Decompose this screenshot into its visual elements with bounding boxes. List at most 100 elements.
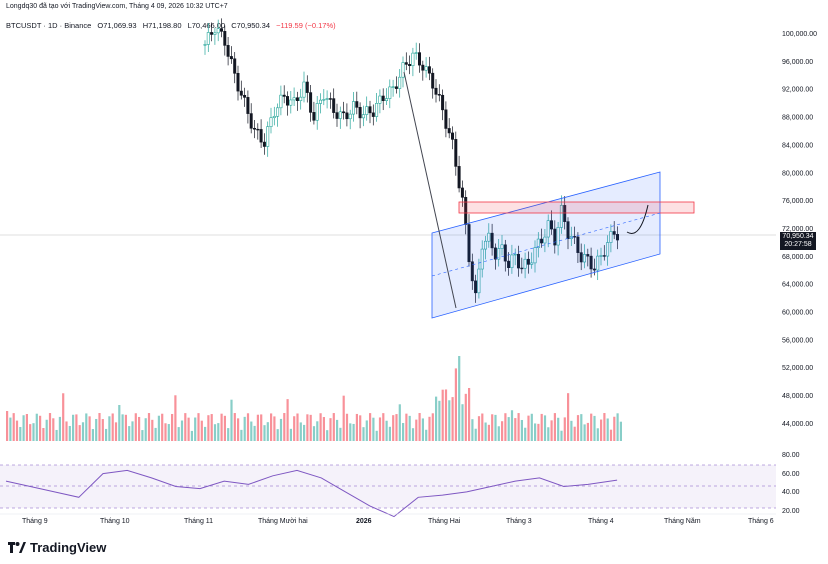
candle-body (477, 268, 481, 294)
volume-bar (557, 417, 560, 441)
price-axis-label: 76,000.00 (782, 198, 813, 205)
candle-body (579, 252, 583, 263)
volume-bar (563, 417, 566, 441)
projection-curve[interactable] (626, 204, 649, 234)
volume-bar (15, 420, 19, 441)
volume-bar (227, 428, 230, 441)
time-axis-label: Tháng 6 (748, 518, 774, 525)
volume-bar (590, 413, 593, 441)
price-axis-label: 80,000.00 (782, 170, 813, 177)
candle-body (259, 129, 263, 143)
volume-bar (12, 413, 15, 441)
volume-bar (359, 415, 362, 441)
candle-body (556, 227, 560, 246)
volume-bar (425, 429, 428, 441)
volume-bar (161, 413, 164, 441)
price-axis-label: 84,000.00 (782, 142, 813, 149)
tradingview-icon (8, 542, 26, 553)
volume-bar (55, 429, 58, 441)
volume-bar (91, 429, 94, 441)
candle-body (394, 86, 398, 89)
symbol-name[interactable]: BTCUSDT · 1D · Binance (6, 21, 92, 30)
candle-body (213, 32, 217, 35)
volume-bar (543, 415, 547, 441)
volume-bar (507, 417, 510, 441)
candle-body (391, 86, 395, 88)
candle-body (365, 106, 369, 115)
price-axis-label: 92,000.00 (782, 87, 813, 94)
candles (203, 18, 619, 303)
volume-bar (204, 426, 207, 441)
volume-bar (19, 426, 22, 441)
price-axis[interactable]: 100,000.00 96,000.00 92,000.00 88,000.00 84,… (782, 31, 817, 428)
open-value: O71,069.93 (97, 21, 137, 30)
volume-bar (88, 416, 91, 441)
volume-bar (220, 413, 223, 441)
volume-bar (441, 389, 444, 441)
time-axis[interactable]: Tháng 9 Tháng 10 Tháng 11 Tháng Mười hai 202… (22, 518, 774, 525)
volume-bar (514, 418, 517, 441)
volume-bar (385, 420, 388, 441)
volume-bar (497, 426, 500, 441)
volume-bars (6, 356, 622, 441)
volume-bar (167, 424, 170, 441)
volume-bar (52, 418, 55, 441)
candle-body (216, 28, 220, 34)
resistance-zone[interactable] (458, 201, 695, 214)
volume-bar (547, 427, 550, 441)
volume-bar (68, 425, 71, 441)
volume-bar (550, 420, 553, 441)
volume-bar (471, 419, 474, 441)
volume-bar (22, 415, 25, 441)
candle-body (404, 62, 408, 65)
volume-bar (421, 418, 424, 441)
candle-body (441, 94, 445, 111)
volume-bar (616, 413, 619, 441)
volume-bar (177, 427, 180, 441)
volume-bar (81, 422, 85, 441)
ascending-channel[interactable] (431, 171, 661, 319)
volume-bar (237, 418, 240, 441)
candle-body (398, 76, 402, 89)
candle-body (507, 260, 511, 269)
candle-body (444, 109, 448, 129)
price-axis-label: 48,000.00 (782, 393, 813, 400)
trend-line[interactable] (403, 71, 457, 309)
candle-body (470, 261, 474, 282)
candle-body (322, 99, 326, 101)
volume-bar (174, 395, 177, 441)
volume-bar (35, 413, 38, 441)
volume-bar (141, 430, 144, 441)
volume-bar (372, 417, 375, 441)
volume-bar (494, 414, 497, 441)
candle-body (223, 31, 227, 46)
candle-body (464, 196, 468, 225)
volume-bar (243, 416, 246, 441)
volume-bar (273, 416, 276, 441)
volume-bar (431, 413, 434, 441)
volume-bar (438, 400, 441, 441)
volume-bar (395, 414, 398, 441)
volume-bar (444, 389, 448, 441)
candle-body (351, 101, 355, 115)
tradingview-logo[interactable]: TradingView (8, 540, 106, 555)
volume-bar (306, 414, 309, 441)
volume-bar (101, 419, 104, 441)
volume-bar (336, 419, 339, 441)
volume-bar (504, 413, 507, 441)
volume-bar (296, 413, 299, 441)
candle-body (411, 52, 415, 67)
candle-body (417, 52, 421, 66)
candle-body (368, 106, 372, 114)
volume-bar (184, 413, 187, 441)
candle-body (325, 98, 329, 100)
candle-body (371, 112, 375, 117)
volume-bar (6, 411, 9, 441)
volume-bar (481, 413, 484, 441)
candle-body (332, 98, 336, 113)
volume-bar (491, 414, 494, 441)
volume-bar (157, 415, 160, 441)
volume-bar (260, 414, 263, 441)
candle-body (289, 99, 293, 106)
